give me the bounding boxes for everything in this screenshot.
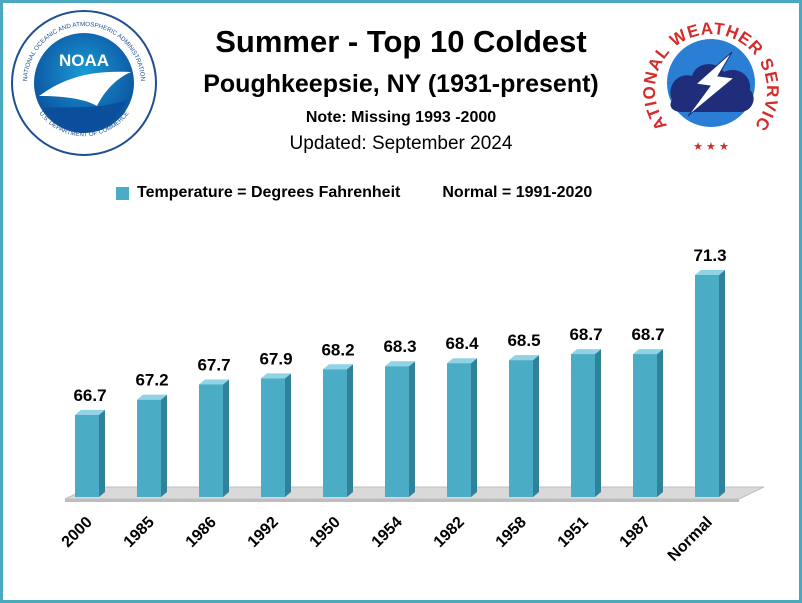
bar-top xyxy=(323,364,353,370)
chart-note: Note: Missing 1993 -2000 xyxy=(305,109,497,126)
x-tick-label: Normal xyxy=(665,514,716,565)
x-tick-label: 1951 xyxy=(555,514,592,551)
data-label: 66.7 xyxy=(73,386,106,405)
data-label: 68.5 xyxy=(507,331,540,350)
bar-top xyxy=(695,270,725,275)
bar xyxy=(385,366,409,497)
bar-top xyxy=(75,409,105,415)
x-tick-label: 1992 xyxy=(245,514,282,551)
bar-side xyxy=(471,358,477,497)
x-tick-label: 1954 xyxy=(369,514,406,551)
bar-side xyxy=(409,361,415,497)
x-tick-label: 1958 xyxy=(493,514,530,551)
data-label: 68.3 xyxy=(383,337,416,356)
legend: Temperature = Degrees Fahrenheit Normal … xyxy=(116,184,592,202)
legend-series-label: Temperature = Degrees Fahrenheit xyxy=(137,184,401,201)
legend-normal-label: Normal = 1991-2020 xyxy=(442,184,593,201)
data-label: 68.7 xyxy=(631,325,664,344)
data-label: 68.2 xyxy=(321,340,354,359)
bar xyxy=(695,275,719,497)
bar-side xyxy=(347,364,353,497)
x-tick-label: 1950 xyxy=(307,514,344,551)
data-label: 68.4 xyxy=(445,334,479,353)
data-label: 68.7 xyxy=(569,325,602,344)
bar xyxy=(137,399,161,497)
bar-top xyxy=(571,349,601,355)
bar xyxy=(571,354,595,497)
bar-side xyxy=(223,379,229,497)
legend-swatch xyxy=(116,186,129,200)
x-tick-label: 1985 xyxy=(121,514,158,551)
updated-date: Updated: September 2024 xyxy=(289,133,513,154)
bar-side xyxy=(285,373,291,497)
x-tick-label: 1986 xyxy=(183,514,220,551)
bar-side xyxy=(99,409,105,497)
bar xyxy=(199,384,223,497)
bar-top xyxy=(261,373,291,379)
x-tick-label: 1987 xyxy=(617,514,654,551)
bar xyxy=(261,378,285,497)
data-label: 71.3 xyxy=(693,246,726,265)
x-tick-label: 2000 xyxy=(59,514,96,551)
bar-top xyxy=(385,361,415,367)
nws-logo: NATIONAL WEATHER SERVICE ★ ★ ★ xyxy=(636,8,781,153)
bar xyxy=(323,369,347,497)
bar-side xyxy=(533,355,539,497)
noaa-logo-text: NOAA xyxy=(59,51,109,70)
x-tick-label: 1982 xyxy=(431,514,468,551)
data-label: 67.7 xyxy=(197,355,230,374)
bar-top xyxy=(633,349,663,355)
chart-floor-edge xyxy=(65,499,739,502)
bar xyxy=(447,363,471,497)
chart-title: Summer - Top 10 Coldest xyxy=(215,24,587,59)
chart-subtitle: Poughkeepsie, NY (1931-present) xyxy=(203,70,599,98)
bar-top xyxy=(137,394,167,400)
bar-top xyxy=(447,358,477,364)
bar xyxy=(509,360,533,497)
bar-side xyxy=(657,349,663,497)
bar-top xyxy=(199,379,229,385)
bar-side xyxy=(719,270,725,497)
data-label: 67.9 xyxy=(259,349,292,368)
bar xyxy=(633,354,657,497)
noaa-logo: NOAA NATIONAL OCEANIC AND ATMOSPHERIC AD… xyxy=(11,10,157,156)
bar-side xyxy=(161,394,167,497)
svg-text:★ ★ ★: ★ ★ ★ xyxy=(693,141,729,153)
bar-top xyxy=(509,355,539,361)
bar-side xyxy=(595,349,601,497)
data-label: 67.2 xyxy=(135,371,168,390)
bar xyxy=(75,414,99,497)
